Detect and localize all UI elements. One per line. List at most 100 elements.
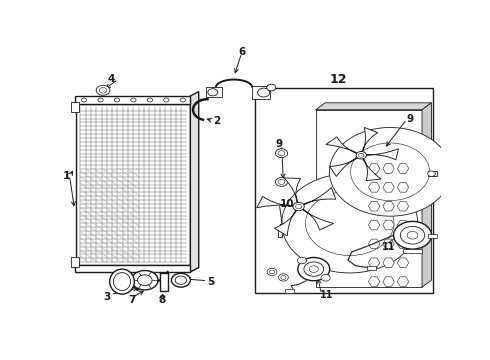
Polygon shape — [361, 149, 398, 160]
Circle shape — [298, 257, 330, 281]
Bar — [71, 102, 79, 112]
Polygon shape — [284, 178, 300, 207]
Circle shape — [428, 171, 435, 176]
Bar — [367, 266, 376, 270]
Text: 11: 11 — [382, 242, 395, 252]
Circle shape — [98, 98, 103, 102]
Circle shape — [164, 98, 169, 102]
Bar — [76, 104, 190, 265]
Circle shape — [309, 266, 318, 273]
Text: 4: 4 — [107, 74, 115, 84]
Circle shape — [321, 274, 330, 281]
Polygon shape — [368, 183, 380, 192]
Bar — [252, 86, 270, 99]
Bar — [428, 234, 437, 238]
Polygon shape — [397, 277, 409, 287]
Circle shape — [278, 179, 285, 184]
Polygon shape — [330, 155, 361, 176]
Text: 6: 6 — [238, 46, 245, 57]
Circle shape — [267, 84, 276, 91]
Circle shape — [258, 88, 270, 97]
Circle shape — [407, 231, 418, 239]
Bar — [428, 171, 437, 176]
Polygon shape — [383, 277, 394, 287]
Circle shape — [393, 221, 432, 249]
Ellipse shape — [110, 269, 134, 294]
Circle shape — [281, 275, 286, 279]
Polygon shape — [274, 207, 298, 236]
Polygon shape — [397, 258, 409, 267]
Bar — [285, 289, 294, 293]
Polygon shape — [368, 220, 380, 230]
Polygon shape — [383, 201, 394, 211]
Polygon shape — [326, 137, 361, 155]
Polygon shape — [397, 201, 409, 211]
Text: 3: 3 — [103, 292, 110, 302]
Polygon shape — [383, 164, 394, 173]
Circle shape — [99, 87, 107, 93]
Polygon shape — [257, 197, 298, 208]
Circle shape — [275, 149, 288, 158]
Text: 9: 9 — [407, 114, 414, 124]
Circle shape — [278, 274, 288, 281]
Ellipse shape — [114, 273, 130, 291]
Circle shape — [351, 143, 430, 201]
Polygon shape — [298, 207, 333, 230]
Bar — [278, 226, 282, 237]
Polygon shape — [397, 164, 409, 173]
Polygon shape — [368, 239, 380, 249]
Circle shape — [297, 257, 307, 264]
Polygon shape — [383, 258, 394, 267]
Polygon shape — [368, 277, 380, 287]
Text: 5: 5 — [207, 276, 215, 287]
Circle shape — [172, 273, 190, 287]
Bar — [71, 257, 79, 267]
Polygon shape — [397, 239, 409, 249]
Circle shape — [267, 268, 277, 275]
Text: 12: 12 — [330, 73, 347, 86]
Polygon shape — [361, 127, 378, 155]
Text: 8: 8 — [158, 294, 166, 305]
Circle shape — [147, 98, 152, 102]
Polygon shape — [422, 103, 432, 287]
Polygon shape — [368, 201, 380, 211]
Polygon shape — [361, 155, 381, 181]
Polygon shape — [368, 258, 380, 267]
Bar — [74, 265, 190, 272]
Circle shape — [131, 270, 158, 290]
Polygon shape — [368, 164, 380, 173]
Polygon shape — [190, 91, 199, 272]
Polygon shape — [383, 220, 394, 230]
Circle shape — [270, 270, 275, 274]
Circle shape — [356, 152, 367, 159]
Circle shape — [275, 177, 288, 186]
Circle shape — [304, 262, 324, 276]
Text: 11: 11 — [319, 291, 333, 301]
Polygon shape — [397, 220, 409, 230]
Bar — [403, 249, 422, 253]
Polygon shape — [397, 183, 409, 192]
Polygon shape — [316, 103, 432, 110]
Circle shape — [400, 226, 425, 244]
Circle shape — [175, 276, 187, 284]
Circle shape — [114, 98, 120, 102]
Bar — [255, 87, 434, 293]
Circle shape — [293, 202, 304, 211]
Circle shape — [96, 85, 110, 95]
Circle shape — [305, 191, 394, 256]
Circle shape — [208, 89, 218, 96]
Circle shape — [359, 153, 364, 157]
Bar — [74, 96, 190, 104]
Circle shape — [180, 98, 185, 102]
Text: 10: 10 — [280, 199, 294, 209]
Circle shape — [329, 127, 451, 216]
Text: 1: 1 — [63, 171, 71, 181]
Text: 2: 2 — [213, 116, 220, 126]
Polygon shape — [298, 188, 336, 207]
Polygon shape — [383, 239, 394, 249]
Circle shape — [295, 204, 302, 209]
Circle shape — [282, 174, 418, 273]
Bar — [316, 110, 422, 287]
Polygon shape — [383, 183, 394, 192]
Circle shape — [131, 98, 136, 102]
